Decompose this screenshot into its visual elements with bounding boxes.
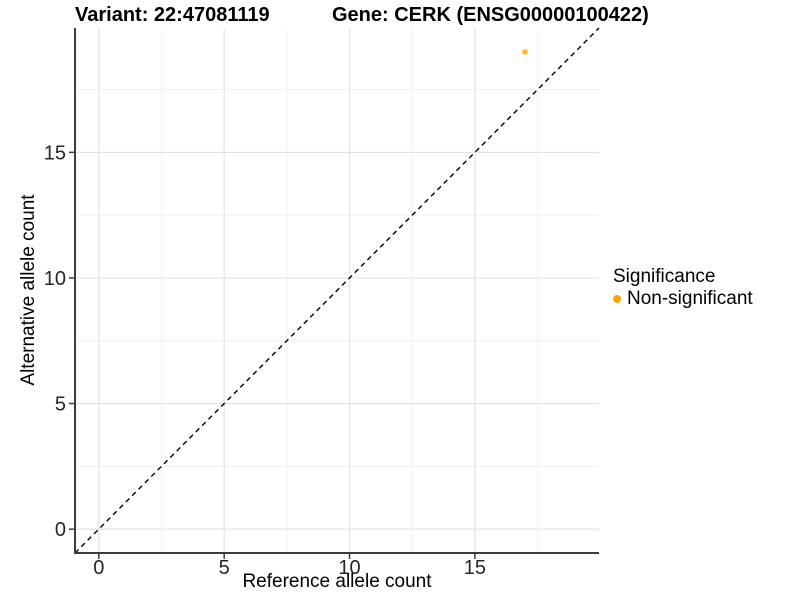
x-tick-label: 0 (93, 557, 104, 579)
x-tick-label: 10 (338, 557, 360, 579)
legend-title: Significance (613, 266, 716, 287)
identity-dashed-line (74, 27, 600, 554)
legend-point-icon (613, 295, 621, 303)
y-tick-label: 0 (55, 519, 66, 541)
data-point (522, 49, 528, 55)
legend-item-label: Non-significant (627, 288, 753, 309)
legend-item: Non-significant (613, 288, 753, 310)
y-axis-title: Alternative allele count (18, 194, 39, 386)
x-tick-label: 15 (464, 557, 486, 579)
y-tick-label: 10 (44, 268, 66, 290)
x-tick-label: 5 (219, 557, 230, 579)
y-tick-label: 15 (44, 142, 66, 164)
x-axis-title: Reference allele count (242, 571, 432, 592)
legend: Significance Non-significant (613, 266, 753, 310)
y-tick-label: 5 (55, 394, 66, 416)
variant-title: Variant: 22:47081119 (75, 4, 270, 26)
gene-title: Gene: CERK (ENSG00000100422) (332, 4, 649, 26)
